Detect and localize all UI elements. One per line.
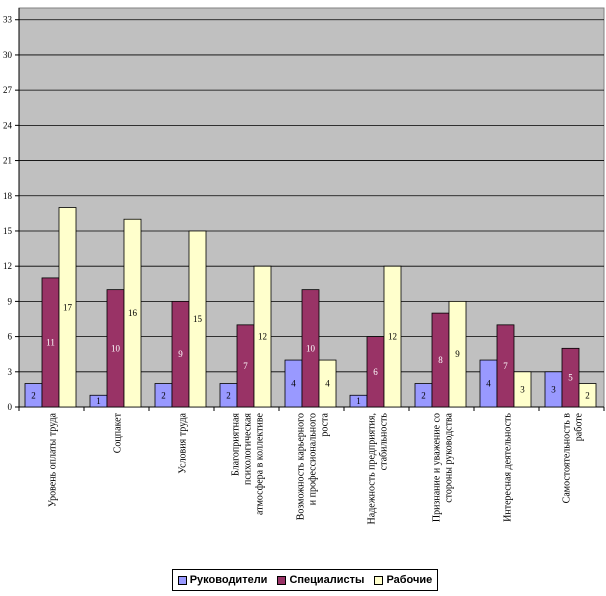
x-category-label: работе bbox=[574, 412, 585, 441]
data-label: 1 bbox=[96, 396, 101, 406]
bar bbox=[496, 324, 515, 408]
legend-item-spetsialisty: Специалисты bbox=[277, 574, 364, 586]
data-label: 9 bbox=[178, 349, 183, 359]
data-label: 4 bbox=[325, 379, 330, 389]
bar bbox=[301, 289, 320, 408]
data-label: 3 bbox=[520, 384, 525, 394]
bar bbox=[448, 300, 467, 408]
x-category-label: роста bbox=[320, 412, 331, 436]
data-label: 5 bbox=[568, 373, 573, 383]
y-tick-label: 30 bbox=[3, 50, 13, 60]
x-category-label: стабильность bbox=[379, 413, 390, 471]
x-category-label: Благоприятная bbox=[231, 413, 242, 476]
x-category-label: Возможность карьерного bbox=[296, 413, 307, 520]
legend-label-rabochie: Рабочие bbox=[386, 574, 433, 586]
x-category-label: Надежность предприятия, bbox=[367, 413, 378, 524]
y-tick-label: 15 bbox=[3, 226, 13, 236]
bar bbox=[188, 230, 207, 408]
data-label: 16 bbox=[128, 308, 138, 318]
legend-swatch-rabochie bbox=[374, 575, 384, 585]
y-tick-label: 27 bbox=[3, 85, 13, 95]
x-category-label: Условия труда bbox=[178, 412, 189, 473]
data-label: 4 bbox=[486, 379, 491, 389]
y-tick-label: 0 bbox=[8, 402, 13, 412]
y-tick-label: 18 bbox=[3, 191, 13, 201]
x-category-label: Уровень оплаты труда bbox=[48, 412, 59, 507]
data-label: 7 bbox=[503, 361, 508, 371]
x-category-label: психологическая bbox=[243, 413, 254, 485]
bar bbox=[253, 265, 272, 408]
y-tick-label: 3 bbox=[8, 367, 13, 377]
data-label: 8 bbox=[438, 355, 443, 365]
legend-item-rukovoditeli: Руководители bbox=[177, 574, 268, 586]
y-tick-label: 24 bbox=[3, 120, 13, 130]
bar bbox=[318, 359, 337, 408]
x-category-label: стороны руководства bbox=[444, 412, 455, 502]
x-category-label: и профессионального bbox=[308, 413, 319, 505]
data-label: 2 bbox=[421, 390, 426, 400]
legend-item-rabochie: Рабочие bbox=[374, 574, 432, 586]
data-label: 2 bbox=[161, 390, 166, 400]
data-label: 10 bbox=[306, 343, 316, 353]
y-tick-label: 6 bbox=[8, 332, 13, 342]
bar bbox=[383, 265, 402, 408]
x-category-label: Признание и уважение со bbox=[432, 413, 443, 522]
bar bbox=[58, 207, 77, 408]
x-category-label: атмосфера в коллективе bbox=[255, 412, 266, 515]
data-label: 3 bbox=[551, 384, 556, 394]
data-label: 12 bbox=[258, 332, 267, 342]
data-label: 17 bbox=[63, 302, 73, 312]
data-label: 7 bbox=[243, 361, 248, 371]
x-category-label: Самостоятельность в bbox=[562, 413, 573, 504]
legend-label-rukovoditeli: Руководители bbox=[189, 574, 268, 586]
y-tick-label: 9 bbox=[8, 296, 13, 306]
data-label: 9 bbox=[455, 349, 460, 359]
bar bbox=[123, 218, 142, 408]
bar bbox=[513, 371, 532, 408]
data-label: 6 bbox=[373, 367, 378, 377]
data-label: 4 bbox=[291, 379, 296, 389]
data-label: 15 bbox=[193, 314, 203, 324]
data-label: 2 bbox=[585, 390, 590, 400]
data-label: 2 bbox=[31, 390, 36, 400]
data-label: 12 bbox=[388, 332, 397, 342]
x-category-label: Интересная деятельность bbox=[503, 413, 514, 522]
bar bbox=[561, 347, 580, 408]
legend-swatch-rukovoditeli bbox=[177, 575, 187, 585]
y-tick-label: 12 bbox=[3, 261, 12, 271]
data-label: 11 bbox=[46, 337, 55, 347]
y-tick-label: 21 bbox=[3, 156, 12, 166]
data-label: 10 bbox=[111, 343, 121, 353]
legend-label-spetsialisty: Специалисты bbox=[289, 574, 365, 586]
data-label: 1 bbox=[356, 396, 361, 406]
x-category-label: Соцпакет bbox=[113, 412, 124, 453]
legend-swatch-spetsialisty bbox=[277, 575, 287, 585]
legend: Руководители Специалисты Рабочие bbox=[172, 569, 438, 591]
bar bbox=[578, 383, 597, 408]
data-label: 2 bbox=[226, 390, 231, 400]
y-tick-label: 33 bbox=[3, 15, 13, 25]
